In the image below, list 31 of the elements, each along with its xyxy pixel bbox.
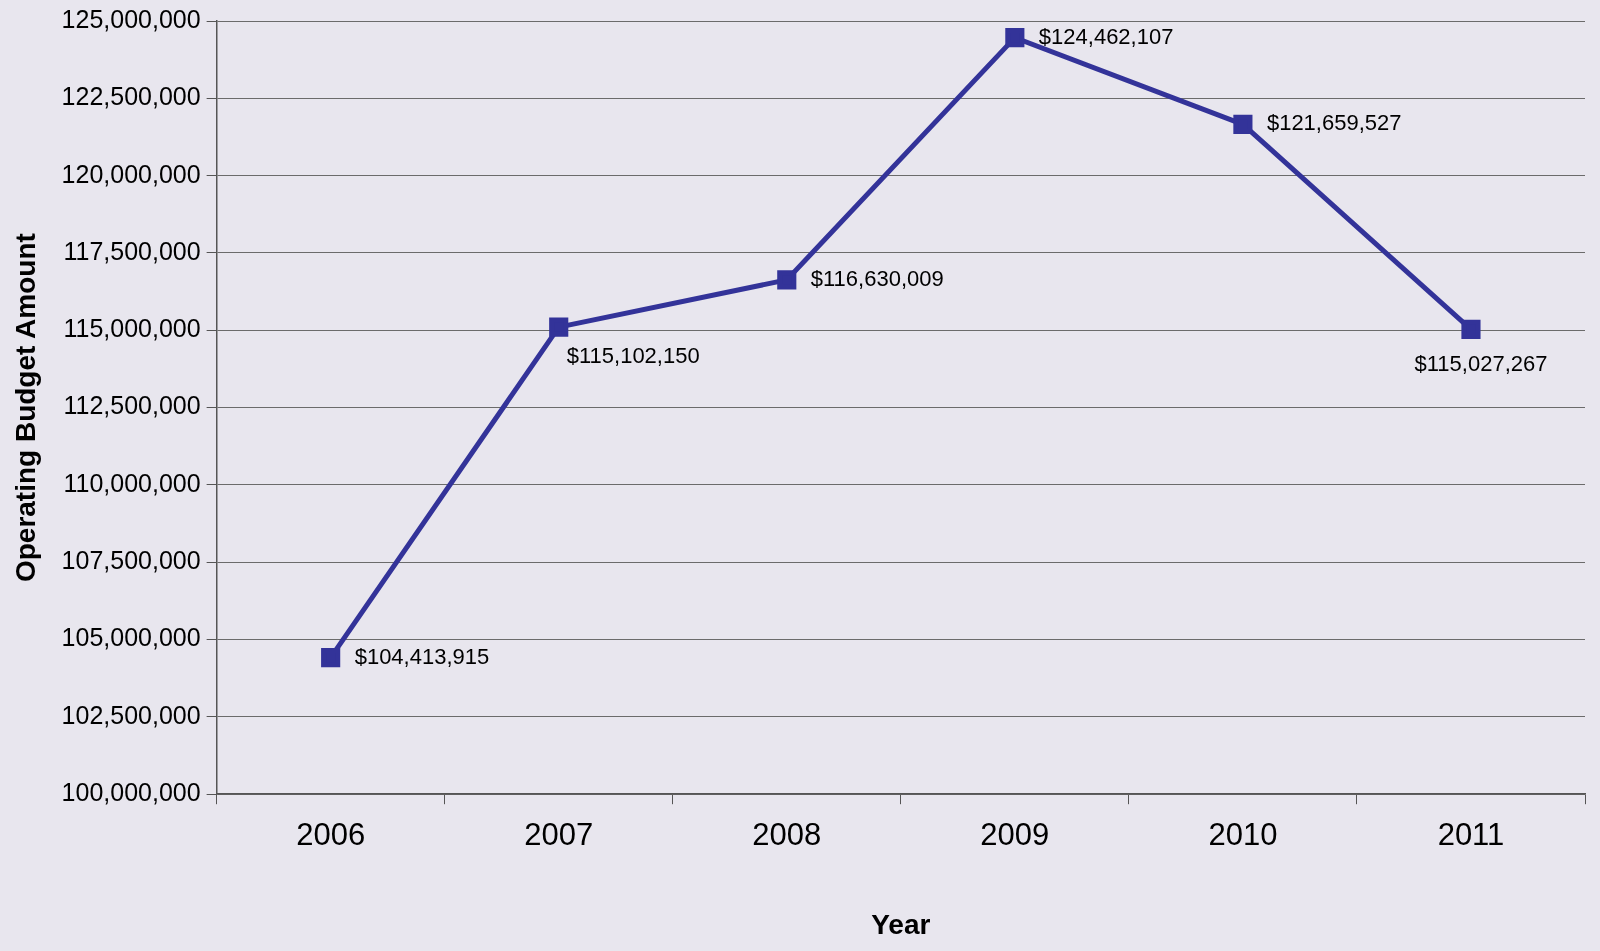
point bbox=[1233, 114, 1253, 134]
point bbox=[549, 317, 569, 337]
data-label: $104,413,915 bbox=[354, 643, 490, 669]
data-label: $121,659,527 bbox=[1266, 110, 1402, 136]
y-tick-label: 102,500,000 bbox=[61, 700, 201, 729]
x-axis-title: Year bbox=[871, 908, 931, 940]
data-label: $115,027,267 bbox=[1414, 351, 1548, 377]
y-tick-label: 117,500,000 bbox=[63, 236, 201, 265]
x-tick-label: 2006 bbox=[296, 817, 366, 853]
data-label: $115,102,150 bbox=[566, 343, 700, 369]
data-label: $124,462,107 bbox=[1038, 23, 1174, 49]
data-label: $116,630,009 bbox=[810, 265, 944, 291]
point bbox=[321, 648, 341, 668]
x-tick-label: 2007 bbox=[524, 817, 594, 853]
point bbox=[777, 270, 797, 290]
y-tick-label: 125,000,000 bbox=[61, 4, 201, 33]
point bbox=[1461, 319, 1481, 340]
y-tick-label: 115,000,000 bbox=[63, 314, 201, 343]
point bbox=[1005, 28, 1025, 48]
x-tick-label: 2009 bbox=[980, 817, 1050, 853]
x-tick-label: 2011 bbox=[1437, 817, 1505, 853]
y-tick-label: 107,500,000 bbox=[61, 546, 201, 575]
y-axis-title: Operating Budget Amount bbox=[9, 233, 41, 583]
x-tick-label: 2008 bbox=[752, 817, 822, 853]
y-tick-label: 122,500,000 bbox=[61, 82, 201, 111]
x-tick-label: 2010 bbox=[1208, 817, 1278, 853]
y-tick-label: 100,000,000 bbox=[61, 778, 201, 807]
y-tick-label: 120,000,000 bbox=[61, 159, 201, 188]
y-tick-label: 105,000,000 bbox=[61, 623, 201, 652]
y-tick-label: 110,000,000 bbox=[63, 468, 201, 497]
y-tick-label: 112,500,000 bbox=[63, 391, 201, 420]
